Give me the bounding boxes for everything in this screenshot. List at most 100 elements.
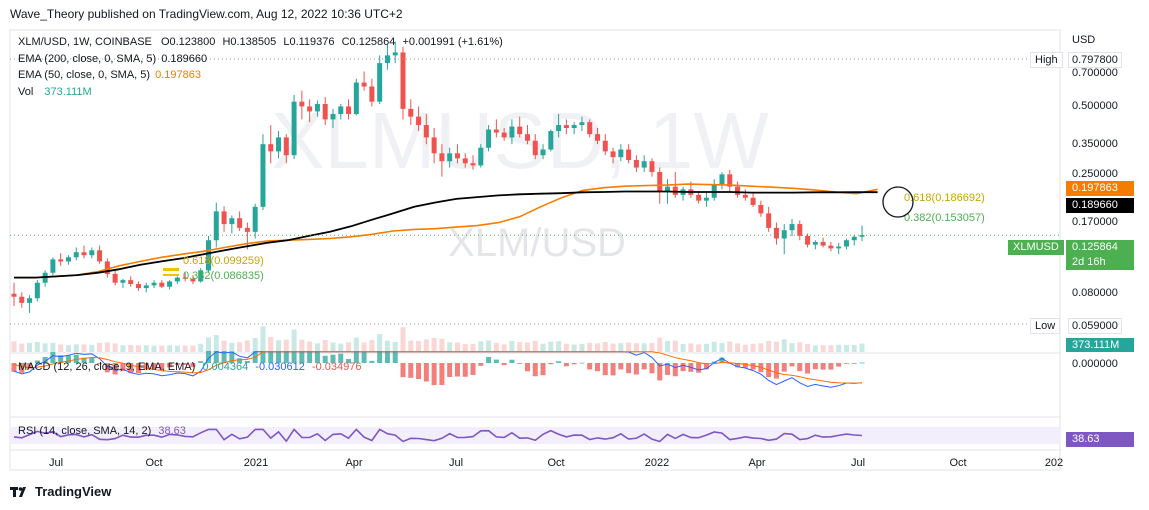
lines-layer <box>10 58 1060 325</box>
macd-histogram-bar <box>361 351 367 363</box>
volume-bar <box>641 343 647 352</box>
candle-body <box>408 108 414 117</box>
macd-histogram-bar <box>353 351 359 363</box>
volume-bar <box>268 337 274 352</box>
candle-body <box>454 153 460 159</box>
macd-histogram-bar <box>151 363 157 370</box>
volume-bar <box>190 345 196 352</box>
macd-histogram-bar <box>11 363 17 372</box>
candle-body <box>447 153 453 162</box>
symbol-badge: XLMUSD <box>1008 240 1064 255</box>
volume-bar <box>42 343 48 352</box>
volume-bar <box>174 345 180 352</box>
volume-bar <box>377 334 383 352</box>
last-price-value: 0.125864 <box>1072 241 1118 253</box>
macd-histogram-bar <box>493 359 499 363</box>
macd-histogram-bar <box>851 363 857 364</box>
tick-1: 0.500000 <box>1072 100 1118 112</box>
macd-layer <box>11 351 865 388</box>
macd-histogram-bar <box>672 363 678 377</box>
time-axis-label: 2022 <box>645 457 669 469</box>
macd-histogram-bar <box>159 363 165 370</box>
macd-histogram-bar <box>19 363 25 373</box>
macd-histogram-bar <box>742 363 748 368</box>
tick-3: 0.250000 <box>1072 168 1118 180</box>
volume-bar <box>58 344 64 352</box>
volume-bar <box>143 345 149 352</box>
candle-body <box>703 197 709 201</box>
volume-legend[interactable]: Vol 373.111M <box>18 86 92 98</box>
candle-body <box>58 259 64 262</box>
rsi-legend[interactable]: RSI (14, close, SMA, 14, 2) 38.63 <box>18 425 186 437</box>
macd-histogram-bar <box>532 363 538 377</box>
macd-histogram-bar <box>229 351 235 363</box>
macd-histogram-bar <box>797 363 803 372</box>
volume-bar <box>423 339 429 352</box>
candle-body <box>229 218 235 225</box>
ema200-legend[interactable]: EMA (200, close, 0, SMA, 5) 0.189660 <box>18 53 207 65</box>
macd-histogram-bar <box>392 351 398 363</box>
macd-histogram-bar <box>34 360 40 363</box>
volume-bar <box>314 343 320 352</box>
macd-legend[interactable]: MACD (12, 26, close, 9, EMA, EMA) 0.0043… <box>18 361 361 373</box>
candle-body <box>641 161 647 168</box>
macd-histogram-bar <box>322 355 328 363</box>
volume-bar <box>766 340 772 352</box>
macd-histogram-bar <box>97 363 103 365</box>
volume-bar <box>470 343 476 352</box>
volume-bar <box>112 343 118 352</box>
ohlc-high: H0.138505 <box>222 36 277 48</box>
macd-histogram-bar <box>50 352 56 363</box>
tradingview-logo[interactable]: TradingView <box>10 484 111 499</box>
candle-body <box>859 235 865 237</box>
fib-lower-382-marker <box>163 274 179 276</box>
volume-bar <box>478 341 484 352</box>
macd-histogram-bar <box>626 363 632 374</box>
volume-bar <box>151 345 157 352</box>
macd-signal-line <box>13 351 862 384</box>
volume-bar <box>400 327 406 352</box>
volume-bar <box>369 340 375 352</box>
macd-histogram-bar <box>190 363 196 368</box>
macd-histogram-bar <box>237 358 243 363</box>
macd-histogram-bar <box>524 363 530 372</box>
candle-body <box>595 134 600 141</box>
volume-bar <box>89 344 95 352</box>
macd-histogram-bar <box>42 356 48 363</box>
candle-body <box>104 261 110 274</box>
highlight-circle <box>882 186 914 218</box>
volume-bar <box>649 342 655 352</box>
candle-body <box>493 129 499 133</box>
candle-body <box>524 134 530 141</box>
volume-bar <box>408 340 414 352</box>
candle-body <box>34 282 40 299</box>
fib-lower-618-marker <box>163 268 179 271</box>
symbol-legend: XLM/USD, 1W, COINBASE O0.123800 H0.13850… <box>18 36 503 48</box>
macd-histogram-bar <box>836 363 842 367</box>
macd-histogram-bar <box>314 351 320 363</box>
volume-bar <box>610 343 616 352</box>
candle-body <box>719 174 725 185</box>
macd-histogram-bar <box>400 363 406 378</box>
candle-body <box>213 211 219 241</box>
candle-body <box>657 172 663 193</box>
macd-histogram-bar <box>696 363 702 373</box>
candle-body <box>11 293 17 297</box>
volume-bar <box>797 342 803 352</box>
macd-histogram-bar <box>276 351 282 363</box>
candle-body <box>361 82 367 87</box>
candle-body <box>742 194 748 198</box>
time-axis: Jul Oct 2021 Apr Jul Oct 2022 Apr Jul Oct 202 <box>49 457 1063 469</box>
candle-body <box>781 230 787 239</box>
macd-histogram-bar <box>384 351 390 363</box>
publisher-line: Wave_Theory published on TradingView.com… <box>10 7 403 21</box>
ema50-legend[interactable]: EMA (50, close, 0, SMA, 5) 0.197863 <box>18 69 201 81</box>
macd-value: 0.004364 <box>202 361 249 373</box>
macd-histogram-bar <box>478 363 484 366</box>
macd-histogram-bar <box>750 363 756 370</box>
high-tag: High <box>1030 52 1063 68</box>
ema200-line <box>14 190 878 279</box>
candle-body <box>392 52 398 56</box>
tick-4: 0.170000 <box>1072 216 1118 228</box>
